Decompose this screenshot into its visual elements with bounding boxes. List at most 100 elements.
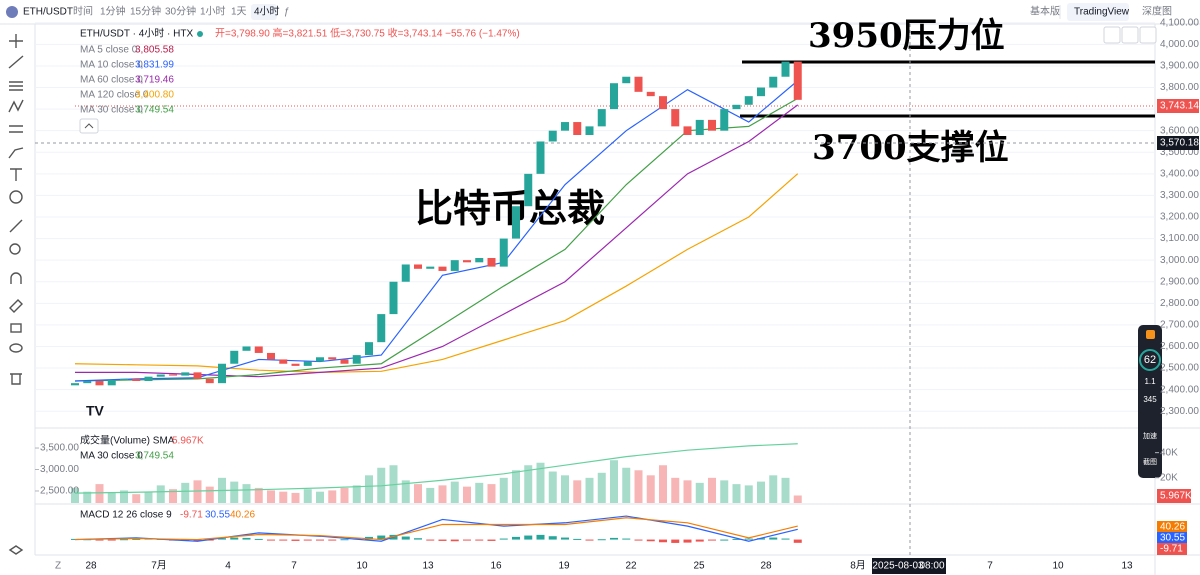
candle bbox=[597, 109, 606, 127]
time-label: 7 bbox=[291, 561, 297, 572]
scroll-btn[interactable] bbox=[1103, 26, 1121, 44]
candle bbox=[463, 260, 471, 263]
candle bbox=[365, 342, 373, 356]
pattern-tool[interactable] bbox=[8, 99, 24, 113]
bar bbox=[548, 536, 557, 540]
candle bbox=[389, 281, 398, 315]
bar bbox=[401, 480, 410, 503]
lock-draw-tool[interactable] bbox=[9, 299, 23, 313]
interval[interactable]: 15分钟 bbox=[130, 5, 161, 18]
macd-legend-value: -9.71 bbox=[180, 510, 203, 521]
candle bbox=[303, 361, 312, 366]
zoom-tool[interactable] bbox=[9, 243, 21, 255]
bar bbox=[156, 485, 165, 503]
bar bbox=[695, 539, 704, 542]
interval[interactable]: 4小时 bbox=[254, 6, 280, 18]
candle bbox=[659, 96, 667, 110]
volume-ma-legend: MA 30 close 0 bbox=[80, 451, 143, 462]
maximize-btn[interactable] bbox=[1139, 26, 1157, 44]
bar bbox=[536, 462, 545, 503]
bar bbox=[683, 480, 692, 503]
indicator-btn[interactable]: ƒ bbox=[284, 7, 290, 18]
text-tool[interactable] bbox=[10, 168, 22, 181]
bar bbox=[107, 492, 116, 503]
bar bbox=[83, 491, 92, 503]
widget-icon bbox=[1146, 330, 1155, 339]
time-label: 13 bbox=[1121, 561, 1133, 572]
candle bbox=[695, 119, 704, 135]
price-tag: 3,570.18 bbox=[1160, 138, 1199, 149]
bar bbox=[365, 475, 373, 503]
interval[interactable]: 1分钟 bbox=[100, 5, 126, 18]
candle bbox=[169, 374, 177, 376]
candle bbox=[414, 264, 422, 269]
view-tab[interactable]: TradingView bbox=[1074, 7, 1130, 18]
ma-legend: MA 5 close 0 bbox=[80, 45, 138, 56]
trash-tool[interactable] bbox=[10, 373, 22, 385]
bar bbox=[683, 539, 692, 543]
line-tool[interactable] bbox=[8, 55, 24, 69]
brush-tool[interactable] bbox=[8, 147, 24, 159]
collapse-btn[interactable] bbox=[79, 118, 99, 134]
visibility-tool[interactable] bbox=[9, 343, 23, 353]
time-label: 13 bbox=[422, 561, 434, 572]
time-label: 08:00 bbox=[919, 561, 944, 572]
interval[interactable]: 1小时 bbox=[200, 6, 226, 18]
candle bbox=[438, 266, 447, 271]
symbol[interactable]: ETH/USDT bbox=[23, 7, 73, 18]
macd-tag: -9.71 bbox=[1160, 544, 1183, 555]
channel-tool[interactable] bbox=[9, 81, 23, 91]
bar bbox=[291, 539, 300, 541]
candle bbox=[781, 61, 790, 77]
macd-legend-value: 40.26 bbox=[230, 510, 255, 521]
bar bbox=[720, 539, 729, 541]
tick-label: 40K bbox=[1160, 447, 1178, 458]
bar bbox=[120, 490, 128, 503]
candle bbox=[132, 378, 141, 381]
bar bbox=[377, 535, 386, 540]
emoji-tool[interactable] bbox=[9, 190, 23, 204]
candle bbox=[205, 378, 214, 384]
widget-text[interactable]: 加速 bbox=[1143, 431, 1157, 440]
bar bbox=[597, 539, 606, 541]
interval[interactable]: 30分钟 bbox=[165, 5, 196, 18]
candle bbox=[254, 346, 263, 353]
tick-label: 2,300.00 bbox=[1160, 406, 1199, 417]
lock-tool[interactable] bbox=[10, 323, 22, 333]
crosshair-tool[interactable] bbox=[9, 34, 23, 48]
bar bbox=[475, 539, 484, 541]
widget-text[interactable]: 截图 bbox=[1143, 457, 1157, 466]
fib-tool[interactable] bbox=[9, 125, 23, 133]
candle bbox=[757, 87, 765, 97]
bar bbox=[254, 487, 263, 503]
time-label: 25 bbox=[693, 561, 705, 572]
view-tab[interactable]: 深度图 bbox=[1142, 5, 1172, 18]
bar bbox=[757, 481, 765, 503]
bar bbox=[242, 537, 251, 540]
bar bbox=[303, 489, 312, 503]
candle bbox=[95, 381, 104, 386]
macd-legend-value: 30.55 bbox=[205, 510, 230, 521]
bar bbox=[671, 539, 680, 543]
time-label: 8月 bbox=[850, 560, 866, 572]
candle bbox=[267, 352, 275, 360]
bar bbox=[181, 482, 190, 503]
ma-legend-value: 3,400.80 bbox=[135, 90, 174, 101]
macd-tag: 40.26 bbox=[1160, 522, 1185, 533]
view-tab[interactable]: 基本版 bbox=[1030, 5, 1060, 18]
layers-tool[interactable] bbox=[8, 545, 24, 555]
bar bbox=[512, 470, 520, 503]
bar bbox=[793, 539, 802, 543]
bar bbox=[193, 480, 202, 503]
candle bbox=[120, 378, 128, 380]
magnet-tool[interactable] bbox=[10, 272, 22, 284]
ma-legend: MA 60 close 0 bbox=[80, 75, 143, 86]
bar bbox=[438, 485, 447, 503]
bar bbox=[524, 535, 533, 540]
interval[interactable]: 1天 bbox=[231, 7, 247, 18]
interval[interactable]: 时间 bbox=[73, 5, 93, 18]
collapse-pane-btn[interactable] bbox=[1121, 26, 1139, 44]
bar bbox=[95, 539, 104, 541]
ruler-tool[interactable] bbox=[9, 219, 23, 233]
legend-title: ETH/USDT · 4小时 · HTX bbox=[80, 28, 193, 40]
